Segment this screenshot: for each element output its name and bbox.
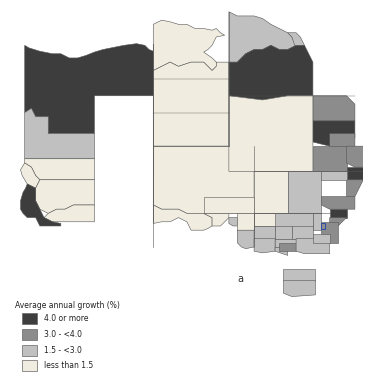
- Polygon shape: [229, 218, 237, 226]
- Polygon shape: [313, 121, 355, 146]
- Text: 1.5 - <3.0: 1.5 - <3.0: [44, 346, 82, 355]
- Polygon shape: [313, 234, 330, 243]
- Text: a: a: [237, 274, 244, 284]
- Polygon shape: [283, 269, 315, 280]
- Polygon shape: [153, 146, 254, 213]
- Polygon shape: [153, 62, 229, 146]
- Polygon shape: [254, 213, 275, 226]
- Polygon shape: [321, 222, 338, 243]
- Polygon shape: [254, 239, 275, 253]
- Polygon shape: [153, 20, 225, 70]
- Polygon shape: [25, 159, 95, 180]
- Polygon shape: [204, 213, 229, 226]
- FancyBboxPatch shape: [22, 313, 37, 324]
- Text: less than 1.5: less than 1.5: [44, 362, 94, 371]
- Polygon shape: [275, 239, 296, 247]
- Polygon shape: [275, 247, 288, 255]
- Polygon shape: [330, 133, 355, 155]
- Text: 4.0 or more: 4.0 or more: [44, 314, 89, 323]
- FancyBboxPatch shape: [22, 360, 37, 371]
- Polygon shape: [313, 146, 347, 172]
- Polygon shape: [20, 184, 61, 226]
- Polygon shape: [279, 243, 296, 251]
- Polygon shape: [153, 205, 212, 230]
- Polygon shape: [229, 96, 313, 172]
- Polygon shape: [283, 280, 315, 297]
- Polygon shape: [321, 196, 355, 209]
- Polygon shape: [330, 209, 347, 218]
- Polygon shape: [296, 239, 330, 254]
- Polygon shape: [25, 108, 95, 159]
- Polygon shape: [321, 224, 325, 229]
- Polygon shape: [292, 226, 313, 239]
- Polygon shape: [204, 196, 254, 213]
- Polygon shape: [254, 213, 313, 230]
- FancyBboxPatch shape: [22, 345, 37, 356]
- Polygon shape: [229, 12, 296, 62]
- Polygon shape: [237, 213, 254, 230]
- Polygon shape: [347, 146, 363, 167]
- Polygon shape: [321, 172, 347, 180]
- Polygon shape: [275, 226, 292, 239]
- Polygon shape: [20, 163, 40, 188]
- Text: 3.0 - <4.0: 3.0 - <4.0: [44, 330, 82, 339]
- Polygon shape: [237, 230, 254, 249]
- Polygon shape: [347, 180, 363, 196]
- Polygon shape: [330, 218, 347, 226]
- Polygon shape: [153, 146, 229, 180]
- Polygon shape: [288, 172, 321, 213]
- Polygon shape: [44, 205, 95, 222]
- Polygon shape: [313, 96, 355, 121]
- Polygon shape: [25, 44, 153, 133]
- FancyBboxPatch shape: [22, 329, 37, 340]
- Polygon shape: [254, 172, 288, 213]
- Polygon shape: [347, 167, 363, 180]
- Polygon shape: [313, 213, 321, 230]
- Text: Average annual growth (%): Average annual growth (%): [15, 301, 120, 310]
- Polygon shape: [288, 33, 305, 49]
- Polygon shape: [36, 180, 95, 213]
- Polygon shape: [254, 226, 275, 239]
- Polygon shape: [229, 45, 313, 100]
